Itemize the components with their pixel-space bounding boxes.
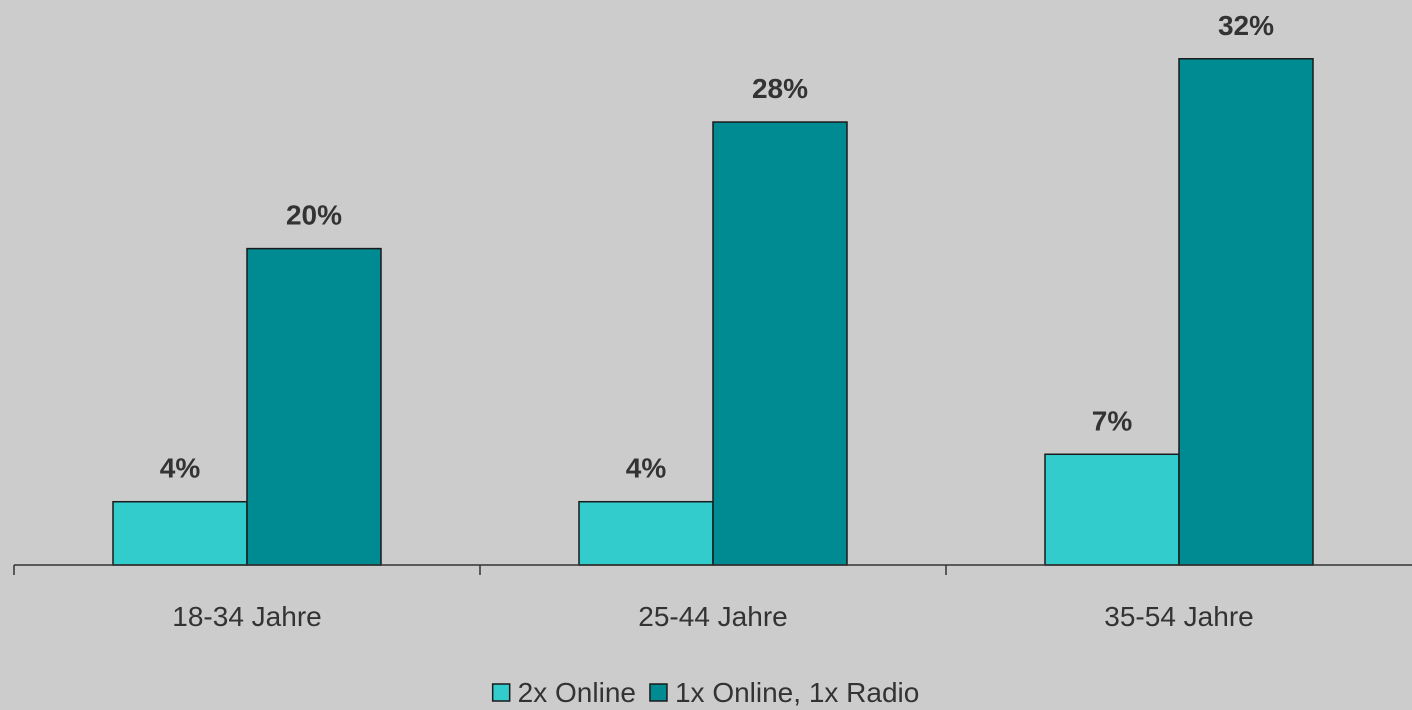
x-tick-label: 25-44 Jahre [638,601,787,632]
data-label: 20% [286,200,342,231]
bar-online-radio-2 [1178,58,1314,566]
legend-label: 1x Online, 1x Radio [675,677,919,708]
legend: 2x Online 1x Online, 1x Radio [491,677,919,708]
bar-online-radio-0 [246,247,382,566]
value-labels-group: 4% 20% 4% 28% 7% 32% [160,10,1274,484]
data-label: 28% [752,73,808,104]
bars-group [112,58,1314,566]
bar-online-radio-1 [712,121,848,566]
x-axis [13,564,1412,575]
bar-online-2x-1 [578,500,714,566]
bar-online-2x-2 [1044,453,1180,566]
data-label: 4% [160,453,201,484]
data-label: 32% [1218,10,1274,41]
data-label: 7% [1092,405,1133,436]
legend-swatch-online-2x [491,683,511,702]
legend-label: 2x Online [518,677,636,708]
x-tick-label: 18-34 Jahre [172,601,321,632]
x-tick-labels-group: 18-34 Jahre 25-44 Jahre 35-54 Jahre [172,601,1253,632]
x-tick-label: 35-54 Jahre [1104,601,1253,632]
legend-swatch-online-radio [649,683,668,702]
data-label: 4% [626,453,667,484]
bar-online-2x-0 [112,500,248,566]
